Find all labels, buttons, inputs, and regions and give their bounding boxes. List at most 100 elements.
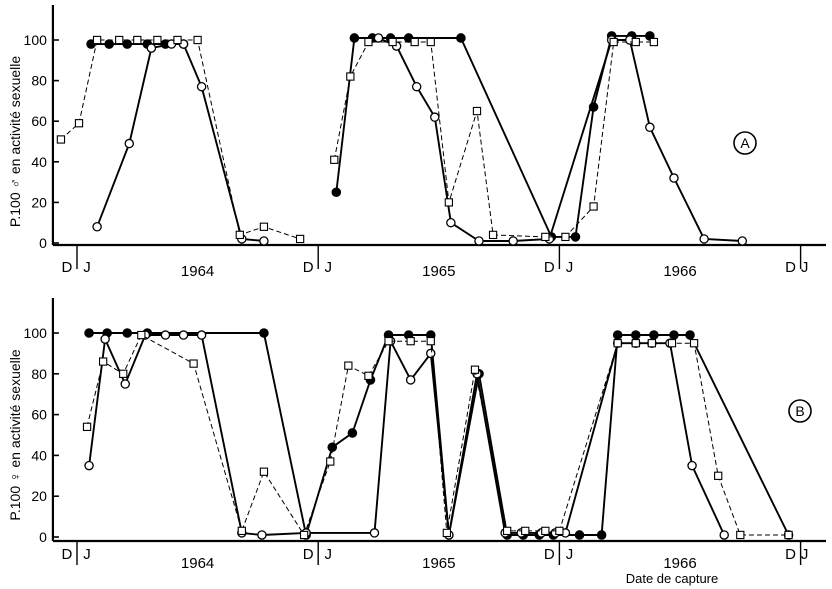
data-point-open-square	[173, 35, 182, 45]
x-axis-label: Date de capture	[626, 571, 719, 586]
data-point-open-square	[133, 35, 142, 45]
data-point-filled-circle	[122, 39, 133, 49]
data-point-open-square	[259, 222, 269, 231]
y-axis-label: P.100 ♀ en activité sexuelle	[7, 349, 23, 521]
data-point-filled-circle	[349, 33, 360, 43]
data-point-open-square	[426, 337, 435, 346]
month-marker-label: D	[544, 259, 555, 276]
series-open-square	[82, 330, 793, 540]
data-point-open-circle	[405, 375, 416, 385]
series-line	[96, 43, 264, 242]
data-point-open-square	[555, 526, 564, 536]
data-point-open-circle	[430, 112, 440, 122]
data-point-open-square	[326, 457, 335, 466]
data-point-open-circle	[699, 234, 709, 244]
year-label: 1965	[422, 263, 455, 280]
series-line	[86, 334, 789, 536]
y-tick-label: 100	[24, 325, 48, 341]
panel-circle	[788, 399, 812, 423]
y-axis-label: P.100 ♂ en activité sexuelle	[7, 56, 23, 228]
data-point-open-square	[299, 530, 309, 540]
month-marker-label: D	[785, 259, 796, 276]
data-point-filled-circle	[570, 232, 581, 242]
data-point-open-square	[714, 471, 723, 480]
data-point-open-circle	[645, 122, 655, 133]
data-point-filled-circle	[612, 330, 623, 340]
month-marker-label: D	[303, 259, 314, 276]
data-point-open-circle	[373, 33, 384, 43]
month-marker-label: D	[62, 259, 73, 276]
data-point-open-square	[388, 37, 397, 47]
y-tick-label: 60	[31, 113, 47, 129]
data-point-open-square	[609, 37, 618, 47]
series-filled-circle	[86, 31, 655, 242]
data-point-filled-circle	[331, 187, 342, 198]
data-point-open-square	[119, 369, 128, 378]
series-open-circle	[92, 33, 748, 246]
data-point-open-circle	[196, 330, 207, 340]
year-label: 1966	[663, 263, 696, 280]
data-point-open-circle	[92, 222, 102, 232]
panel-label: A	[740, 135, 750, 151]
data-point-open-square	[364, 37, 373, 47]
data-point-filled-circle	[456, 33, 466, 43]
data-point-open-square	[502, 526, 512, 536]
data-point-open-circle	[508, 236, 518, 246]
data-point-open-square	[647, 339, 657, 348]
series-line	[378, 37, 743, 242]
month-marker-label: J	[566, 546, 574, 563]
data-point-filled-circle	[84, 328, 94, 338]
y-tick-label: 20	[31, 488, 47, 504]
data-point-open-square	[736, 530, 745, 540]
data-point-open-square	[56, 135, 66, 144]
data-point-open-circle	[257, 530, 267, 540]
data-point-open-square	[649, 37, 659, 47]
data-point-open-square	[521, 526, 530, 536]
series-open-circle	[84, 330, 729, 540]
series-line	[60, 39, 301, 240]
data-point-open-circle	[120, 379, 130, 389]
data-point-open-square	[541, 232, 550, 242]
data-point-open-square	[472, 106, 482, 116]
data-point-open-square	[346, 72, 355, 81]
data-point-open-square	[364, 371, 373, 380]
year-label: 1966	[663, 555, 696, 572]
panel-label: B	[795, 403, 804, 419]
data-point-open-circle	[411, 81, 422, 92]
data-point-open-square	[541, 526, 550, 536]
data-point-filled-circle	[122, 328, 133, 338]
year-label: 1964	[181, 263, 214, 280]
data-point-filled-circle	[347, 428, 358, 438]
data-point-open-circle	[426, 348, 436, 359]
data-point-open-circle	[719, 530, 729, 540]
series-open-square	[56, 35, 659, 244]
y-tick-label: 40	[31, 447, 47, 463]
data-point-open-circle	[178, 330, 189, 340]
data-point-open-square	[153, 35, 162, 45]
year-label: 1964	[181, 555, 214, 572]
month-marker-label: D	[544, 546, 555, 563]
data-point-open-square	[667, 339, 677, 348]
month-marker-label: J	[325, 546, 333, 563]
data-point-open-circle	[124, 138, 135, 149]
data-point-open-square	[295, 234, 305, 244]
data-point-open-square	[193, 35, 202, 45]
y-tick-label: 0	[39, 529, 47, 545]
data-point-open-square	[470, 365, 480, 374]
y-tick-label: 20	[31, 194, 47, 210]
data-point-filled-circle	[669, 330, 679, 340]
y-tick-label: 40	[31, 154, 47, 170]
data-point-open-square	[426, 37, 435, 47]
data-point-open-square	[410, 37, 419, 47]
data-point-filled-circle	[596, 530, 607, 540]
data-point-open-square	[561, 232, 570, 242]
data-point-open-square	[330, 155, 339, 164]
data-point-open-square	[442, 528, 451, 538]
data-point-open-circle	[369, 528, 380, 538]
data-point-open-circle	[737, 236, 748, 246]
data-point-open-circle	[160, 330, 171, 340]
y-tick-label: 80	[31, 73, 47, 89]
data-point-open-square	[384, 337, 393, 346]
